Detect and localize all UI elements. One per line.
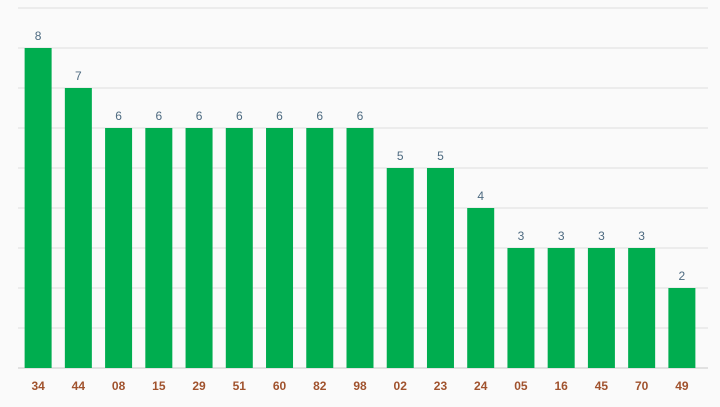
bar-70[interactable] [628, 248, 656, 368]
bar-44[interactable] [64, 88, 92, 368]
value-label-60: 6 [276, 109, 283, 123]
x-tick-label-08: 08 [112, 379, 126, 393]
bar-51[interactable] [225, 128, 253, 368]
x-tick-label-45: 45 [595, 379, 609, 393]
value-label-98: 6 [357, 109, 364, 123]
x-tick-label-98: 98 [353, 379, 367, 393]
x-tick-label-16: 16 [554, 379, 568, 393]
value-label-44: 7 [75, 69, 82, 83]
value-labels: 8 7 6 6 6 6 6 6 6 5 5 4 3 3 3 3 2 [35, 29, 686, 283]
bar-05[interactable] [507, 248, 535, 368]
value-label-08: 6 [115, 109, 122, 123]
x-tick-label-24: 24 [474, 379, 488, 393]
x-tick-label-44: 44 [72, 379, 86, 393]
bar-45[interactable] [587, 248, 615, 368]
x-tick-label-82: 82 [313, 379, 327, 393]
bar-82[interactable] [306, 128, 334, 368]
bar-29[interactable] [185, 128, 213, 368]
bar-60[interactable] [266, 128, 294, 368]
value-label-15: 6 [155, 109, 162, 123]
x-tick-label-60: 60 [273, 379, 287, 393]
x-tick-label-70: 70 [635, 379, 649, 393]
x-tick-label-49: 49 [675, 379, 689, 393]
value-label-82: 6 [316, 109, 323, 123]
x-tick-label-05: 05 [514, 379, 528, 393]
value-label-51: 6 [236, 109, 243, 123]
value-label-05: 3 [518, 229, 525, 243]
value-label-29: 6 [196, 109, 203, 123]
bar-23[interactable] [426, 168, 454, 368]
x-tick-label-02: 02 [394, 379, 408, 393]
bar-15[interactable] [145, 128, 173, 368]
value-label-70: 3 [638, 229, 645, 243]
x-axis-tick-labels: 34 44 08 15 29 51 60 82 98 02 23 24 05 16 45 70 49 [31, 379, 688, 393]
value-label-02: 5 [397, 149, 404, 163]
bar-24[interactable] [467, 208, 495, 368]
value-label-45: 3 [598, 229, 605, 243]
value-label-23: 5 [437, 149, 444, 163]
value-label-16: 3 [558, 229, 565, 243]
bar-02[interactable] [386, 168, 414, 368]
x-tick-label-34: 34 [31, 379, 45, 393]
bars [24, 48, 696, 368]
x-tick-label-15: 15 [152, 379, 166, 393]
bar-98[interactable] [346, 128, 374, 368]
bar-49[interactable] [668, 288, 696, 368]
value-label-34: 8 [35, 29, 42, 43]
x-tick-label-23: 23 [434, 379, 448, 393]
value-label-49: 2 [679, 269, 686, 283]
x-tick-label-29: 29 [192, 379, 206, 393]
bar-08[interactable] [105, 128, 133, 368]
bar-16[interactable] [547, 248, 575, 368]
value-label-24: 4 [477, 189, 484, 203]
x-tick-label-51: 51 [233, 379, 247, 393]
bar-34[interactable] [24, 48, 52, 368]
